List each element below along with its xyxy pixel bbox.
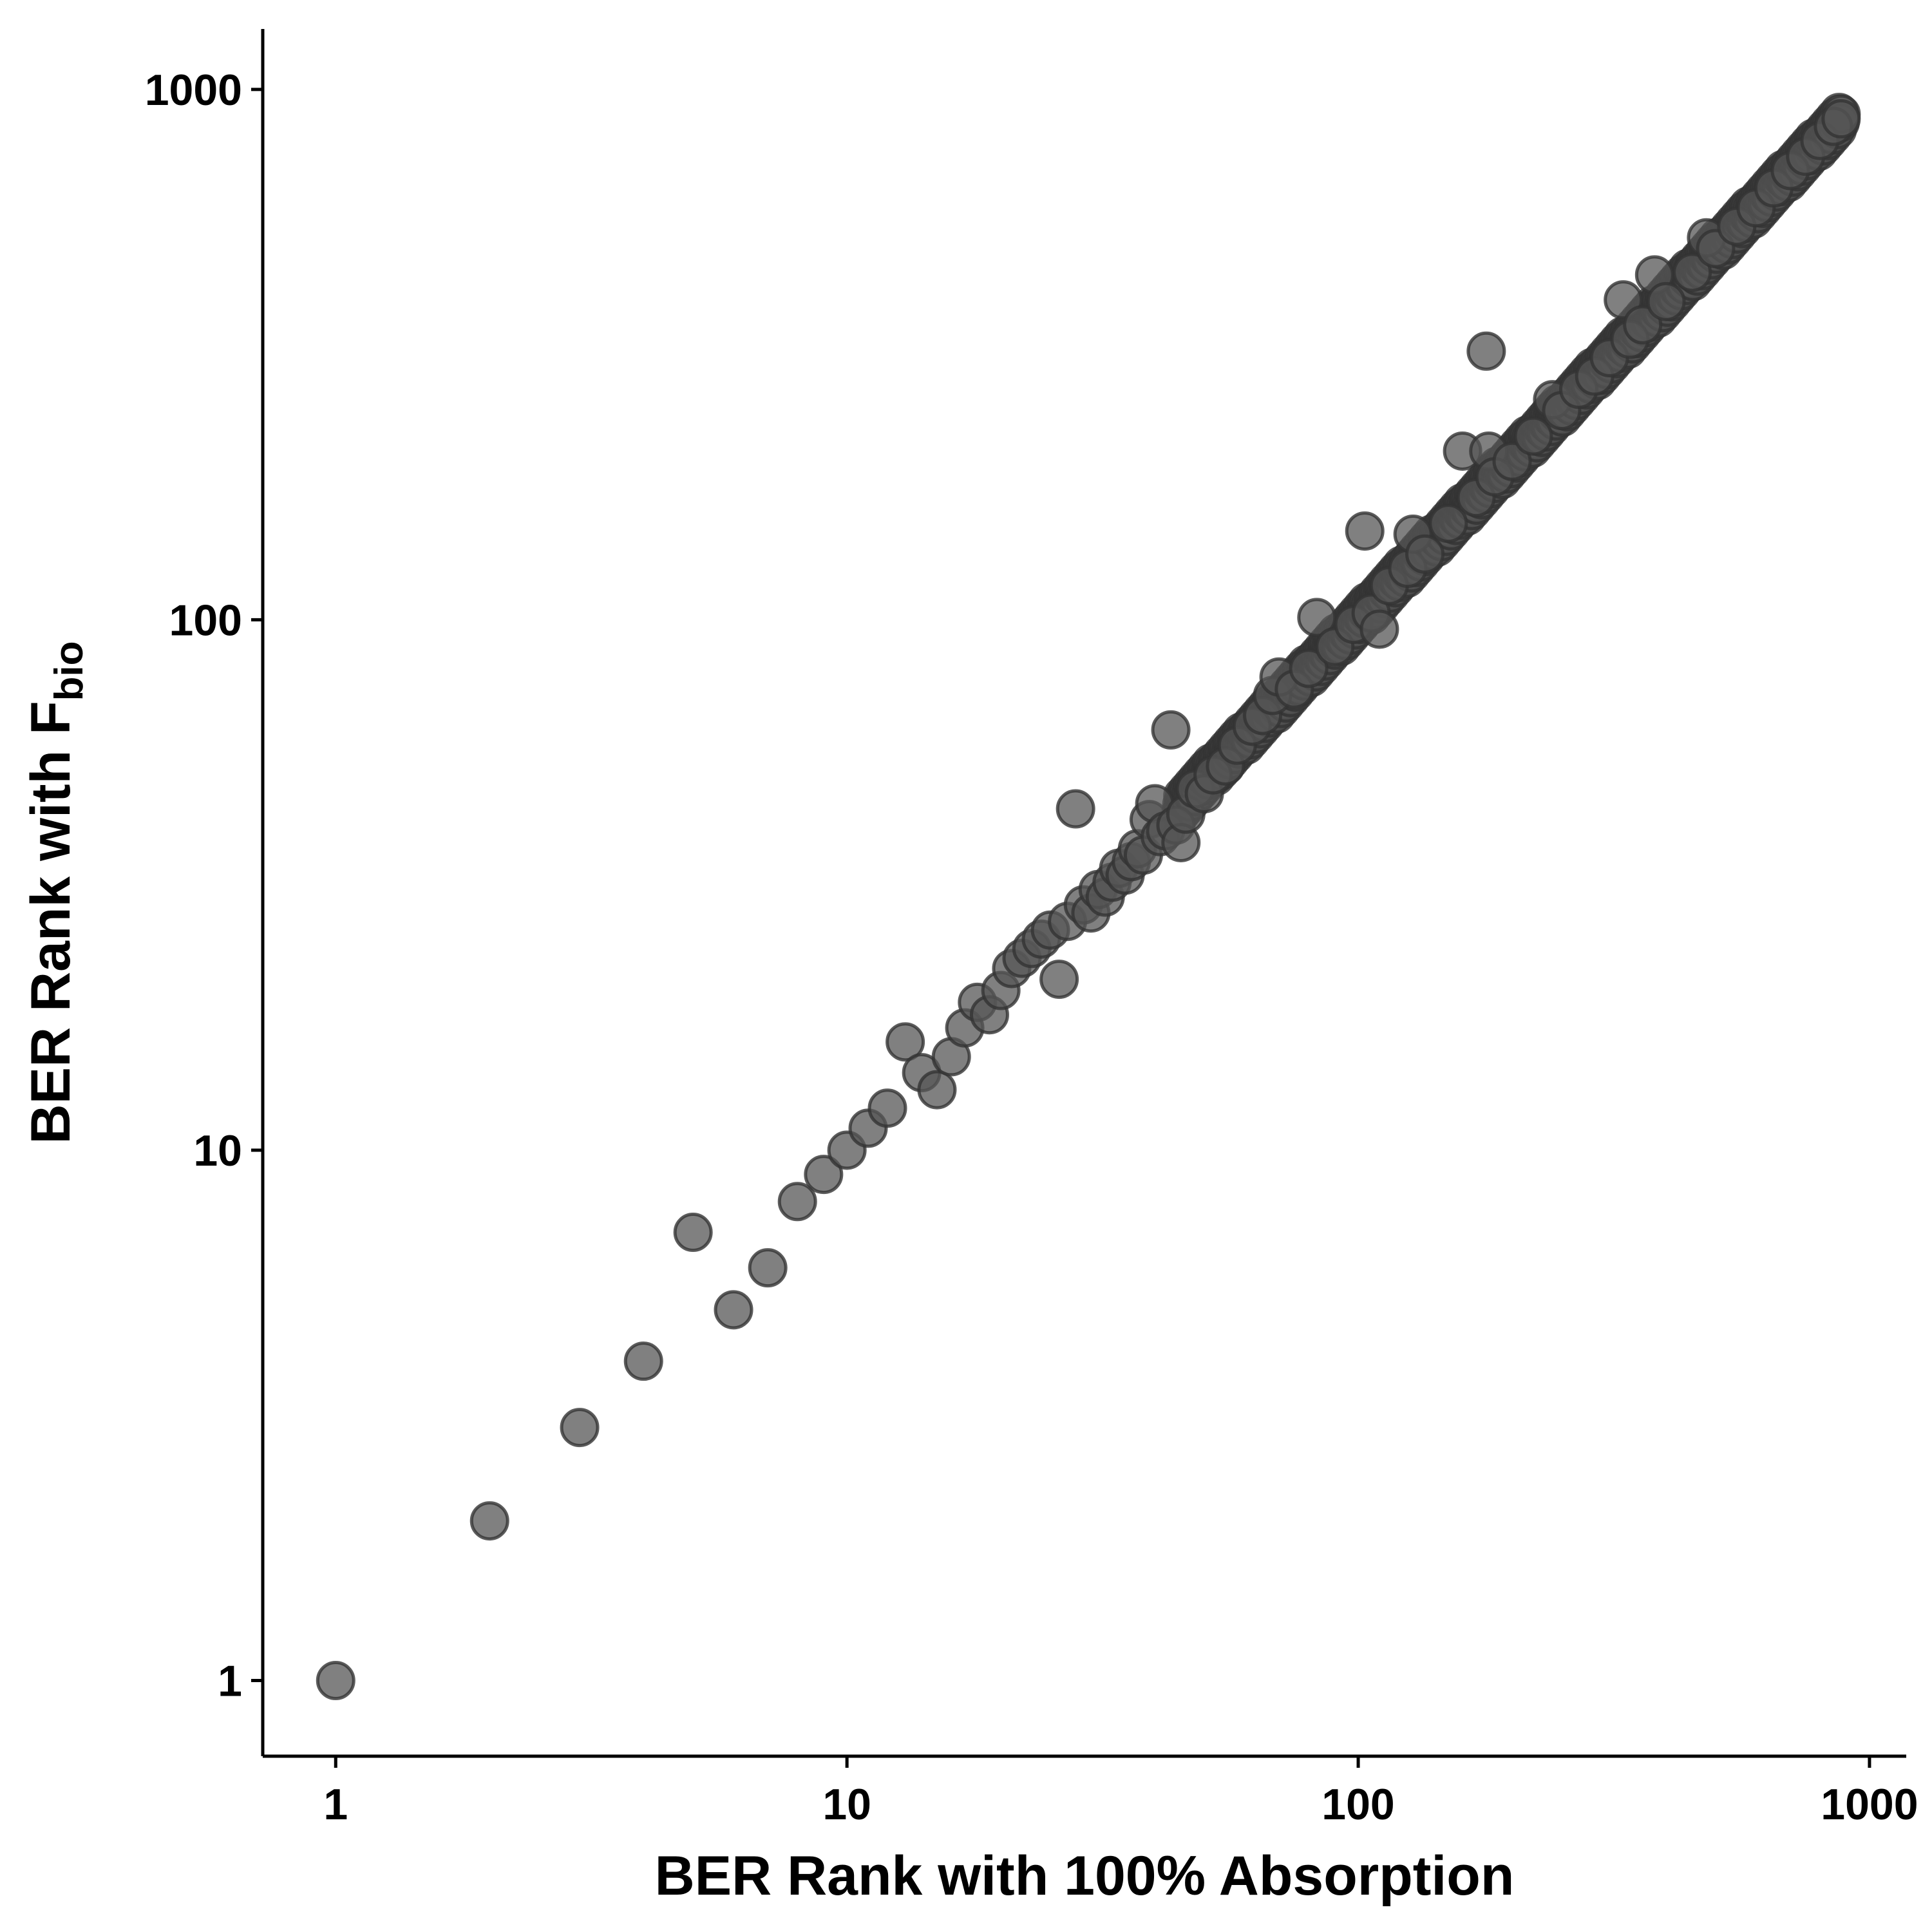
x-tick-label: 1 [323, 1780, 348, 1829]
data-point [777, 1182, 817, 1222]
data-point [469, 1501, 509, 1541]
data-point [1428, 504, 1468, 544]
ticks: 1 10 100 1000 1 10 100 1000 [145, 66, 1918, 1829]
x-tick-label: 1000 [1821, 1780, 1918, 1829]
y-tick-label: 100 [169, 596, 242, 645]
data-point [1405, 534, 1445, 574]
data-point [673, 1213, 713, 1253]
data-point [1513, 416, 1553, 456]
data-point [867, 1088, 907, 1128]
data-point [917, 1070, 957, 1110]
data-point [1492, 441, 1532, 481]
data-points [316, 93, 1861, 1701]
y-axis-title: BER Rank with Fbio [20, 641, 91, 1144]
data-point [560, 1408, 600, 1448]
data-point [1821, 99, 1861, 139]
y-tick-label: 1000 [145, 66, 242, 115]
data-point [1056, 789, 1095, 829]
data-point [1289, 649, 1329, 688]
y-tick-label: 10 [193, 1126, 242, 1175]
data-point [804, 1155, 844, 1195]
data-point [886, 1022, 925, 1062]
y-axis-title-main: BER Rank with F [20, 701, 82, 1144]
data-point [1345, 511, 1385, 551]
data-point [748, 1248, 788, 1288]
x-tick-label: 100 [1321, 1780, 1394, 1829]
x-tick-label: 10 [822, 1780, 871, 1829]
data-point [1672, 252, 1712, 292]
y-tick-label: 1 [218, 1657, 242, 1706]
axes [261, 29, 1906, 1758]
data-point [1151, 710, 1191, 750]
data-point [1466, 331, 1506, 371]
x-axis-title: BER Rank with 100% Absorption [655, 1845, 1515, 1907]
data-point [1039, 960, 1079, 999]
data-point [623, 1341, 663, 1381]
data-point [1623, 305, 1663, 345]
data-point [316, 1661, 355, 1701]
data-point [714, 1290, 753, 1330]
data-point [1646, 281, 1686, 321]
y-axis-title-subscript: bio [47, 641, 91, 701]
data-point [1297, 598, 1337, 638]
data-point [1359, 609, 1399, 649]
